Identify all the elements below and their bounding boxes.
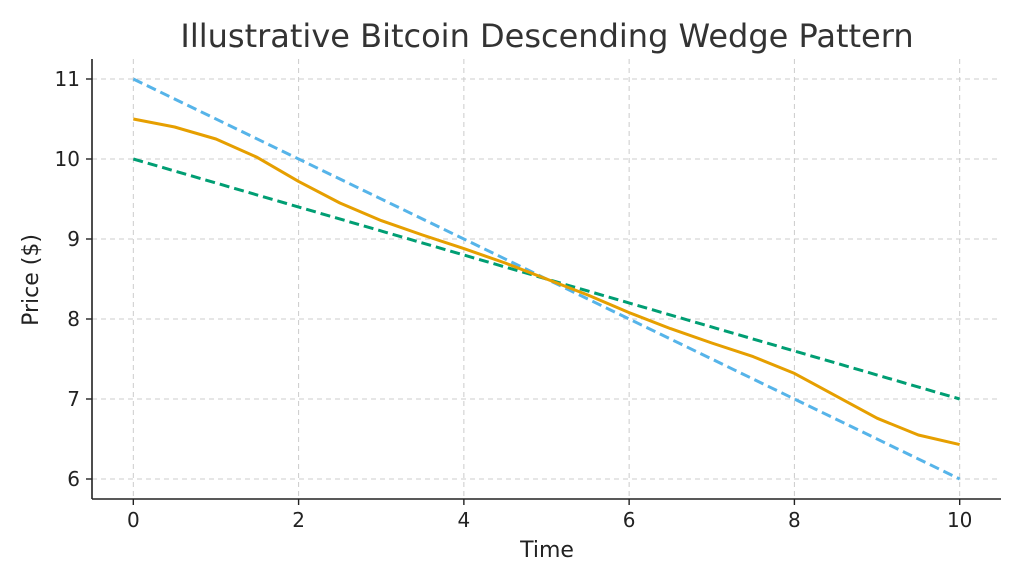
series-line-2	[132, 157, 961, 401]
y-tick-label: 7	[67, 387, 80, 411]
series-layer	[132, 77, 961, 481]
y-tick-label: 11	[55, 67, 80, 91]
series-line-3	[133, 117, 961, 447]
axes: 0 2 4 6 8 10 6 7 8 9 10 11	[55, 59, 1001, 532]
x-tick-label: 4	[457, 508, 470, 532]
y-tick-label: 8	[67, 307, 80, 331]
x-tick-label: 10	[947, 508, 972, 532]
y-axis-label: Price ($)	[19, 234, 44, 326]
y-tick-label: 10	[55, 147, 80, 171]
x-tick-label: 0	[127, 508, 140, 532]
y-tick-label: 9	[67, 227, 80, 251]
x-axis-label: Time	[519, 538, 574, 563]
x-tick-label: 6	[623, 508, 636, 532]
grid	[92, 59, 1001, 499]
y-tick-label: 6	[67, 467, 80, 491]
chart-title: Illustrative Bitcoin Descending Wedge Pa…	[180, 17, 913, 55]
x-tick-label: 8	[788, 508, 801, 532]
x-tick-label: 2	[292, 508, 305, 532]
